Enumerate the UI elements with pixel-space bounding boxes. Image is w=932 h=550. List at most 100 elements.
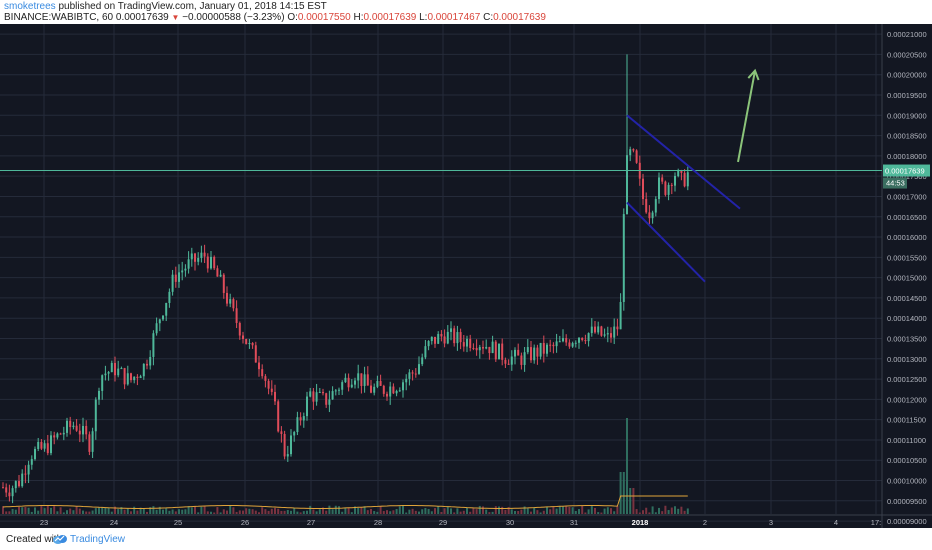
volume-bar bbox=[293, 508, 296, 514]
price-tick-label: 0.00015000 bbox=[887, 274, 927, 283]
volume-bar bbox=[546, 506, 548, 514]
volume-bar bbox=[408, 509, 411, 514]
volume-bar bbox=[219, 512, 222, 514]
volume-bar bbox=[366, 510, 369, 514]
volume-bar bbox=[197, 512, 200, 514]
candle-body bbox=[149, 356, 152, 366]
price-tick-label: 0.00011500 bbox=[887, 416, 926, 425]
volume-bar bbox=[629, 488, 632, 514]
candle-body bbox=[222, 274, 225, 293]
price-tick-label: 0.00015500 bbox=[887, 253, 927, 262]
candle-body bbox=[680, 170, 683, 173]
volume-bar bbox=[571, 507, 574, 514]
candle-body bbox=[78, 430, 81, 435]
candle-body bbox=[226, 292, 228, 304]
price-tick-label: 0.00014000 bbox=[887, 314, 927, 323]
bullish-arrow bbox=[737, 70, 756, 163]
last-price: 0.00017639 bbox=[115, 12, 169, 23]
candle-body bbox=[683, 172, 686, 187]
time-tick-label: 28 bbox=[374, 518, 382, 527]
candle-body bbox=[142, 363, 145, 377]
volume-bar bbox=[549, 509, 552, 514]
candle-body bbox=[578, 337, 580, 343]
candle-body bbox=[504, 359, 507, 364]
candle-body bbox=[568, 342, 571, 347]
price-tick-label: 0.00009000 bbox=[887, 517, 927, 526]
volume-bar bbox=[46, 505, 49, 514]
candle-body bbox=[536, 347, 539, 357]
volume-bar bbox=[213, 512, 216, 514]
chart-area[interactable]: 0.00021000 0.00020500 0.00020000 0.00019500… bbox=[0, 24, 932, 528]
volume-bar bbox=[354, 506, 356, 514]
volume-bar bbox=[581, 505, 584, 514]
candle-body bbox=[126, 373, 129, 385]
volume-bar bbox=[142, 508, 145, 514]
candle-body bbox=[587, 333, 590, 342]
volume-bar bbox=[654, 512, 657, 514]
candle-body bbox=[46, 443, 49, 454]
candle-body bbox=[462, 342, 465, 347]
price-tick-label: 0.00012000 bbox=[887, 395, 927, 404]
candle-body bbox=[555, 341, 558, 347]
volume-bar bbox=[98, 507, 100, 514]
volume-bar bbox=[229, 505, 232, 514]
candle-body bbox=[629, 149, 632, 156]
candle-body bbox=[194, 253, 196, 262]
candle-body bbox=[571, 343, 574, 347]
volume-bar bbox=[466, 507, 468, 514]
publish-line: smoketrees published on TradingView.com,… bbox=[4, 1, 327, 12]
volume-bar bbox=[494, 506, 497, 514]
volume-bar bbox=[555, 508, 558, 514]
volume-bar bbox=[168, 510, 171, 514]
candle-body bbox=[360, 373, 363, 386]
volume-bar bbox=[88, 511, 91, 514]
candle-body bbox=[494, 341, 497, 360]
candle-body bbox=[674, 176, 676, 186]
volume-bar bbox=[622, 472, 625, 514]
volume-bar bbox=[181, 509, 184, 514]
candle-body bbox=[459, 332, 462, 343]
candle-body bbox=[667, 184, 670, 195]
candle-body bbox=[82, 425, 84, 435]
volume-bar bbox=[363, 506, 366, 514]
candle-body bbox=[469, 338, 472, 348]
candle-body bbox=[8, 492, 11, 497]
created-with-text: Created with bbox=[6, 534, 63, 545]
candle-body bbox=[229, 299, 232, 304]
candle-body bbox=[162, 315, 164, 320]
bullish-arrow-head bbox=[747, 68, 760, 81]
candle-body bbox=[530, 347, 532, 361]
candle-body bbox=[418, 364, 420, 374]
tradingview-brand[interactable]: TradingView bbox=[70, 534, 126, 545]
author-link[interactable]: smoketrees bbox=[4, 1, 56, 12]
volume-bar bbox=[203, 505, 206, 514]
candle-body bbox=[2, 487, 4, 489]
candle-body bbox=[574, 342, 577, 344]
low-value: 0.00017467 bbox=[427, 12, 481, 23]
candle-body bbox=[235, 308, 238, 323]
volume-bar bbox=[626, 418, 628, 514]
volume-bar bbox=[350, 512, 353, 514]
price-tick-label: 0.00013000 bbox=[887, 355, 927, 364]
candle-body bbox=[446, 331, 449, 344]
candle-body bbox=[261, 369, 264, 377]
volume-bar bbox=[562, 506, 564, 514]
price-chart[interactable]: 0.00021000 0.00020500 0.00020000 0.00019500… bbox=[0, 24, 932, 528]
volume-bar bbox=[194, 506, 196, 514]
volume-bar bbox=[56, 511, 59, 514]
candle-body bbox=[171, 274, 174, 292]
volume-bar bbox=[533, 507, 536, 514]
volume-ma-line bbox=[2, 495, 688, 509]
volume-bar bbox=[517, 511, 520, 514]
candle-body bbox=[632, 149, 635, 151]
volume-bar bbox=[501, 506, 504, 514]
volume-bar bbox=[456, 508, 459, 514]
volume-bar bbox=[66, 510, 68, 514]
candle-body bbox=[251, 343, 254, 346]
volume-bar bbox=[27, 507, 30, 514]
volume-bar bbox=[30, 511, 33, 514]
volume-bar bbox=[40, 506, 43, 514]
price-tick-label: 0.00021000 bbox=[887, 30, 927, 39]
volume-bar bbox=[632, 488, 635, 514]
candle-body bbox=[411, 372, 414, 374]
